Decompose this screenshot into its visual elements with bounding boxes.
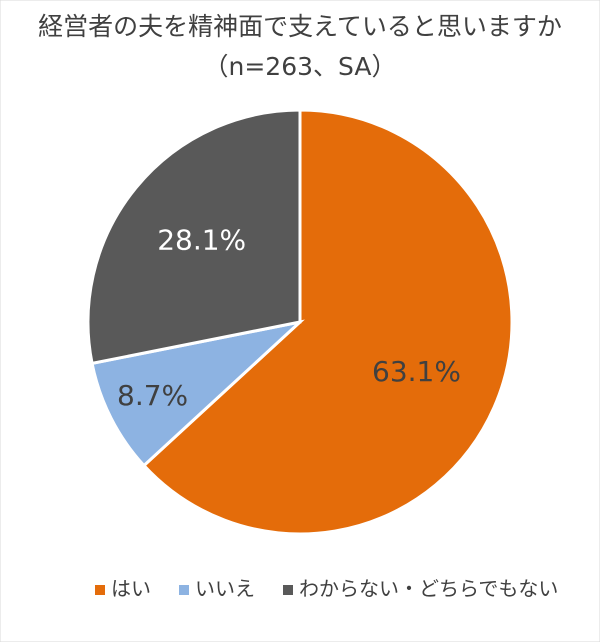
- chart-title: 経営者の夫を精神面で支えていると思いますか: [38, 12, 562, 41]
- legend-text: はい: [111, 577, 151, 601]
- chart-subtitle: （n=263、SA）: [204, 52, 397, 81]
- legend-swatch: [283, 585, 293, 595]
- legend-text: いいえ: [195, 577, 255, 601]
- pie-slice: [90, 319, 305, 468]
- pie-slice: [86, 108, 302, 366]
- data-label: 28.1%: [157, 223, 246, 256]
- pie-slice: [141, 108, 514, 536]
- data-label: 63.1%: [372, 355, 461, 388]
- legend-swatch: [95, 585, 105, 595]
- legend-swatch: [179, 585, 189, 595]
- legend-text: わからない・どちらでもない: [299, 577, 558, 601]
- data-label: 8.7%: [117, 379, 188, 412]
